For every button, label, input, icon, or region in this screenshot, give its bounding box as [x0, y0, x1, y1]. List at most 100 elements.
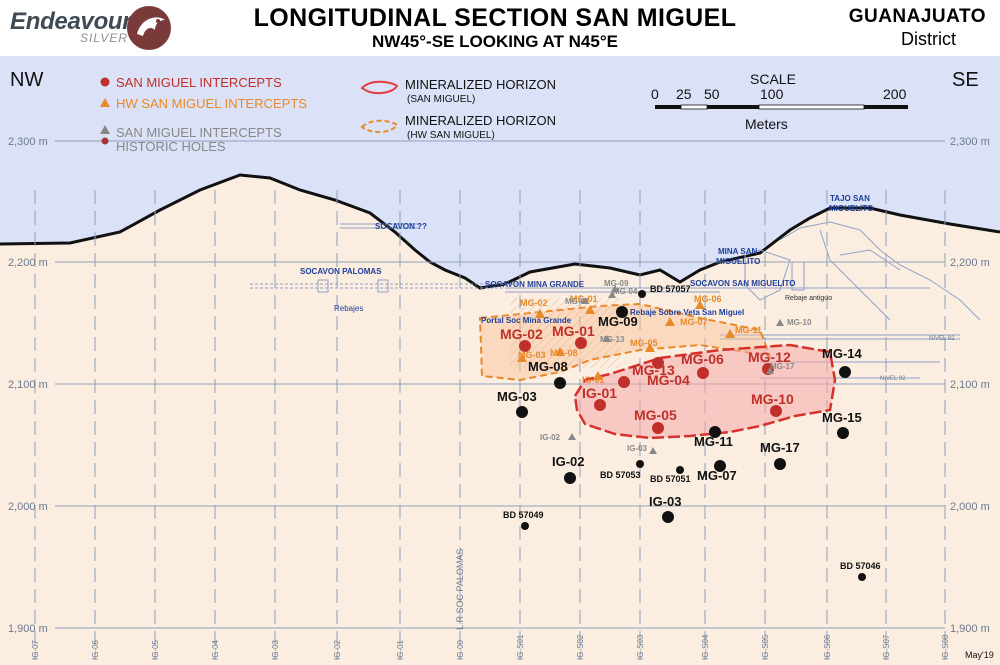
working-label: SOCAVON MINA GRANDE: [485, 280, 585, 289]
drill-hole-dot: [638, 290, 646, 298]
drill-hole-dot: [714, 460, 726, 472]
hole-label: MG-04: [647, 372, 690, 388]
historic-stope-hatch: [510, 298, 620, 368]
hole-label: MG-10: [787, 318, 812, 327]
red-intercept-dot: [697, 367, 709, 379]
hole-label: MG-08: [550, 348, 578, 358]
palomas-adit: [250, 283, 520, 289]
historic-triangle: [603, 335, 611, 342]
hw-triangle: [695, 300, 705, 309]
hole-label: BD 57046: [840, 561, 881, 571]
elevation-labels-left: 2,300 m 2,200 m 2,100 m 2,000 m 1,900 m: [8, 136, 48, 635]
section-label: IG-04: [211, 639, 220, 660]
historic-triangle: [649, 447, 657, 454]
gray-triangle-icon: [100, 125, 110, 134]
drill-hole-dot: [554, 377, 566, 389]
elev-label: 1,900 m: [950, 623, 990, 635]
scale-title: SCALE: [750, 71, 796, 87]
district-name: GUANAJUATO: [848, 6, 986, 27]
hole-label: MG-13: [632, 362, 675, 378]
section-label: IG-S08: [941, 634, 950, 660]
red-intercept-dot: [575, 337, 587, 349]
hole-label: MG-05: [630, 338, 658, 348]
red-intercept-dot: [519, 340, 531, 352]
legend-historic-1: SAN MIGUEL INTERCEPTS: [116, 125, 282, 140]
hole-label: BD 57051: [650, 474, 691, 484]
elev-label: 2,000 m: [8, 501, 48, 513]
section-label: IG-S03: [636, 634, 645, 660]
working-label: MIGUELITO: [716, 257, 760, 266]
hole-label: MG-06: [681, 351, 724, 367]
scale-segment: [707, 105, 759, 109]
hole-label: IG-03: [627, 444, 648, 453]
hw-triangle: [593, 371, 603, 380]
hole-label: MG-09: [598, 314, 638, 329]
legend: SAN MIGUEL INTERCEPTS HW SAN MIGUEL INTE…: [100, 75, 556, 154]
working-label: MINA SAN: [718, 247, 757, 256]
hole-label: MG-08: [528, 359, 568, 374]
red-intercept-dot: [618, 376, 630, 388]
section-label: IG-01: [396, 639, 405, 660]
scale-tick: 200: [883, 86, 907, 102]
working-label: NIVEL 92: [880, 376, 906, 382]
hole-label: BD 57057: [650, 284, 691, 294]
district-label: District: [901, 29, 956, 49]
section-canvas: IG-07 IG-06 IG-05 IG-04 IG-03 IG-02 IG-01 IG-00…: [0, 56, 1000, 665]
miguelito-workings: [779, 221, 981, 321]
working-label: SOCAVON PALOMAS: [300, 267, 382, 276]
small-dot-icon: [101, 137, 109, 145]
level-drifts: [720, 334, 960, 379]
hole-label: IG-01: [582, 375, 605, 385]
section-label: IG-S02: [576, 634, 585, 660]
hole-label: IG-03: [649, 494, 682, 509]
hole-label: BD 57049: [503, 510, 544, 520]
scale-segment: [680, 104, 708, 110]
legend-horizon-2: (SAN MIGUEL): [407, 94, 475, 105]
section-label: IG-S01: [516, 634, 525, 660]
drill-hole-dot: [516, 406, 528, 418]
drill-hole-dot: [521, 522, 529, 530]
socavon-adit: [340, 223, 420, 229]
hole-label: MG-04: [613, 287, 638, 296]
red-horizon-icon: [360, 80, 399, 94]
scale-bar: SCALE 0 25 50 100 200 Meters: [651, 71, 908, 132]
workings-labels: SOCAVON ?? SOCAVON PALOMAS Rebajes SOCAVON …: [300, 194, 955, 630]
elevation-labels-right: 2,300 m 2,200 m 2,100 m 2,000 m 1,900 m: [950, 136, 990, 635]
hw-triangle: [555, 347, 565, 356]
working-label: TAJO SAN: [830, 194, 870, 203]
hole-label: MG-01: [565, 297, 590, 306]
section-label: IG-S05: [761, 634, 770, 660]
red-intercept-dot: [652, 357, 664, 369]
hole-label: MG-13: [600, 335, 625, 344]
section-label: IG-S06: [823, 634, 832, 660]
elev-label: 2,000 m: [950, 501, 990, 513]
elev-label: 2,300 m: [950, 136, 990, 148]
working-label: SOCAVON SAN MIGUELITO: [690, 279, 796, 288]
hole-label: MG-02: [500, 326, 543, 342]
working-label: Rebaje Sobre Veta San Miguel: [630, 308, 744, 317]
hole-label: MG-07: [697, 468, 737, 483]
section-label: IG-05: [151, 639, 160, 660]
hole-label: MG-01: [552, 323, 595, 339]
scale-segment: [864, 105, 908, 109]
hole-label: MG-07: [680, 317, 708, 327]
scale-tick: 50: [704, 86, 720, 102]
drill-holes: MG-02 MG-01 MG-13 MG-06 MG-12 MG-04 IG-01 MG-10…: [497, 279, 881, 581]
hole-label: MG-05: [634, 407, 677, 423]
page-title: LONGITUDINAL SECTION SAN MIGUEL: [253, 4, 737, 32]
hole-label: MG-12: [748, 349, 791, 365]
orange-triangle-icon: [100, 98, 110, 107]
ground-body: [0, 175, 1000, 665]
hole-label: MG-06: [694, 294, 722, 304]
scale-tick: 0: [651, 86, 659, 102]
hole-label: MG-11: [694, 434, 733, 449]
legend-horizon-1: MINERALIZED HORIZON: [405, 77, 556, 92]
scale-segment: [655, 105, 681, 109]
historic-triangle: [776, 319, 784, 326]
historic-triangle: [568, 433, 576, 440]
header-bar: Endeavour SILVER LONGITUDINAL SECTION SA…: [0, 0, 1000, 58]
section-label: IG-02: [333, 639, 342, 660]
hole-label: IG-02: [552, 454, 585, 469]
working-label: NIVEL 82: [929, 336, 955, 342]
hole-label: MG-03: [518, 350, 546, 360]
